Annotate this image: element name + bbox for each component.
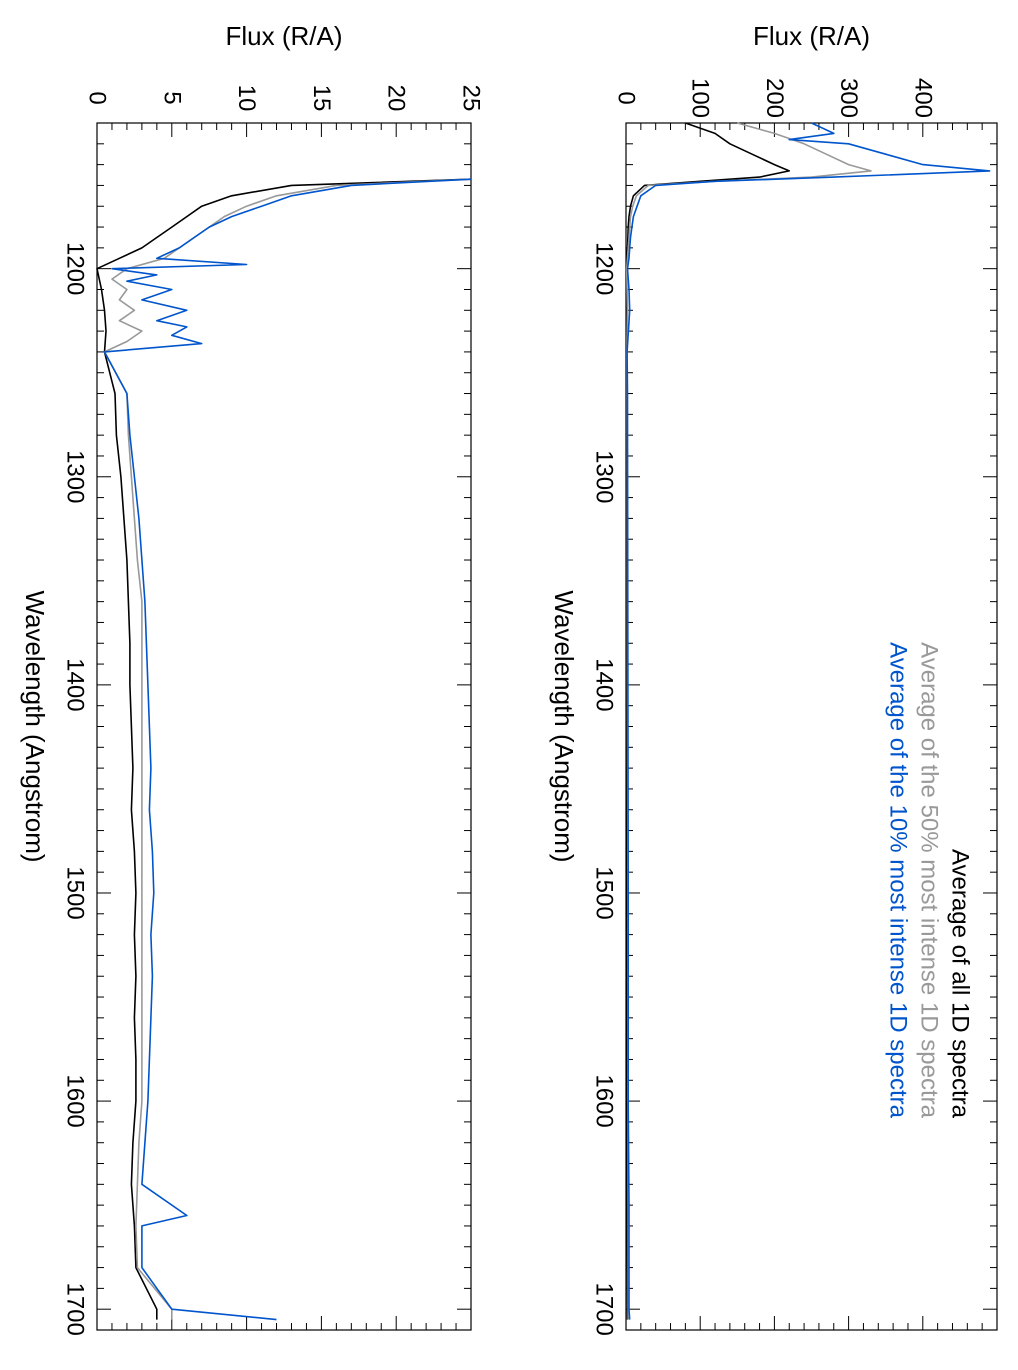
series-line-top10 <box>626 122 991 1320</box>
x-tick-label: 1400 <box>62 658 89 711</box>
legend-entry: Average of all 1D spectra <box>947 849 974 1119</box>
x-tick-label: 1300 <box>62 450 89 503</box>
y-tick-label: 0 <box>84 91 111 104</box>
x-tick-label: 1600 <box>591 1074 618 1127</box>
y-tick-label: 25 <box>458 85 485 112</box>
legend-entry: Average of the 10% most intense 1D spect… <box>885 642 912 1118</box>
y-axis-title: Flux (R/A) <box>226 21 343 51</box>
y-tick-label: 300 <box>835 78 862 118</box>
y-axis-title: Flux (R/A) <box>753 21 870 51</box>
y-tick-label: 200 <box>761 78 788 118</box>
series-line-all <box>625 122 791 1320</box>
y-tick-label: 5 <box>158 91 185 104</box>
y-tick-label: 15 <box>308 85 335 112</box>
x-tick-label: 1500 <box>591 866 618 919</box>
panel-upper: 1200 1300 1400 1500 1600 1700 0 100 200 300 400 Wav… <box>549 21 998 1336</box>
plot-frame <box>96 122 472 1331</box>
y-tick-label: 20 <box>383 85 410 112</box>
series-line-all <box>96 178 472 1320</box>
x-tick-label: 1700 <box>591 1282 618 1335</box>
x-tick-label: 1200 <box>62 242 89 295</box>
y-tick-label: 10 <box>233 85 260 112</box>
x-tick-label: 1700 <box>62 1282 89 1335</box>
series-line-top50 <box>103 178 472 1320</box>
series-line-top10 <box>103 178 472 1321</box>
x-tick-label: 1300 <box>591 450 618 503</box>
y-tick-label: 100 <box>687 78 714 118</box>
panel-lower: 1200 1300 1400 1500 1600 1700 0 5 10 15 20 25 Wavele… <box>20 21 485 1336</box>
x-tick-label: 1500 <box>62 866 89 919</box>
x-axis-title: Wavelength (Angstrom) <box>20 590 50 862</box>
y-tick-label: 0 <box>613 91 640 104</box>
x-tick-label: 1400 <box>591 658 618 711</box>
x-tick-label: 1600 <box>62 1074 89 1127</box>
x-axis-title: Wavelength (Angstrom) <box>549 590 579 862</box>
legend-entry: Average of the 50% most intense 1D spect… <box>916 642 943 1118</box>
y-tick-label: 400 <box>909 78 936 118</box>
x-tick-label: 1200 <box>591 242 618 295</box>
series-line-top50 <box>625 122 872 1320</box>
